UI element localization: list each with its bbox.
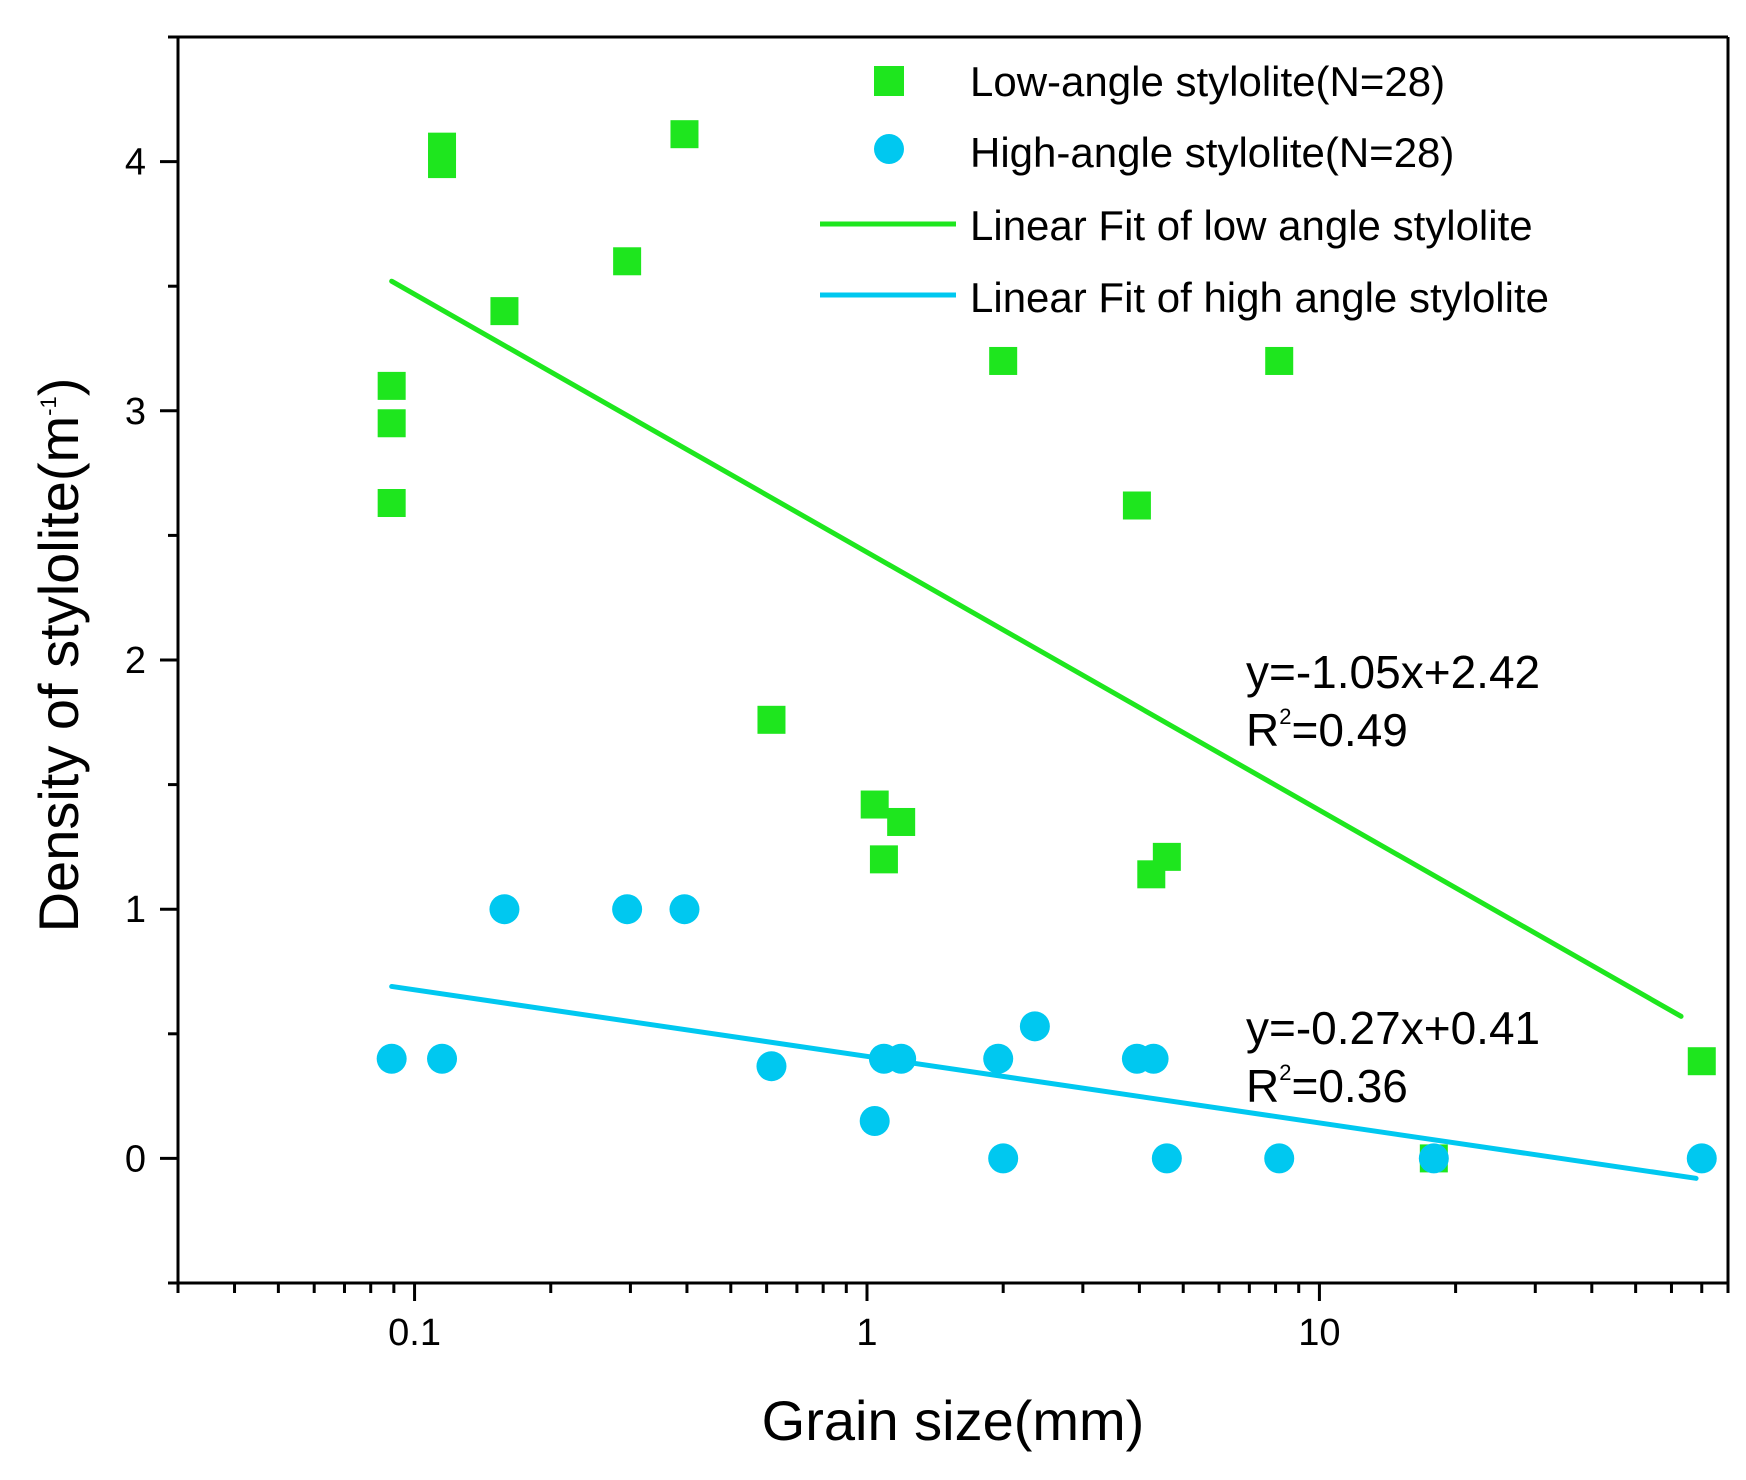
y-axis-title-main: Density of stylolite(m xyxy=(27,416,90,933)
legend-label-high-fit: Linear Fit of high angle stylolite xyxy=(970,274,1549,321)
low-angle-point xyxy=(490,297,519,326)
high-angle-point xyxy=(886,1043,917,1074)
high-angle-point xyxy=(983,1043,1014,1074)
y-tick-label: 0 xyxy=(125,1138,146,1180)
low-angle-point xyxy=(1152,842,1181,871)
annotation-high-fit: y=-0.27x+0.41 R2=0.36 xyxy=(1246,1002,1540,1112)
low-angle-point xyxy=(613,247,642,276)
r2-high-value: =0.36 xyxy=(1291,1060,1407,1112)
high-angle-point xyxy=(1686,1143,1717,1174)
low-angle-point xyxy=(377,409,406,438)
y-axis-title-sup: -1 xyxy=(36,396,61,416)
low-angle-point xyxy=(1122,491,1151,520)
high-angle-point xyxy=(1138,1043,1169,1074)
r2-high-prefix: R xyxy=(1246,1060,1279,1112)
low-angle-point xyxy=(757,705,786,734)
x-tick-label: 10 xyxy=(1298,1312,1340,1354)
high-angle-point xyxy=(1151,1143,1182,1174)
low-angle-point xyxy=(377,489,406,518)
high-angle-point xyxy=(859,1106,890,1137)
high-angle-point xyxy=(427,1043,458,1074)
low-angle-point xyxy=(670,120,699,149)
high-angle-point xyxy=(1418,1143,1449,1174)
low-angle-point xyxy=(1687,1047,1716,1076)
r2-low-sup: 2 xyxy=(1279,704,1291,729)
legend-square-marker xyxy=(874,66,904,96)
low-angle-point xyxy=(1265,346,1294,375)
y-axis-title-close: ) xyxy=(27,378,90,397)
low-angle-point xyxy=(860,790,889,819)
legend-label-low-fit: Linear Fit of low angle stylolite xyxy=(970,202,1533,249)
low-angle-point xyxy=(377,371,406,400)
fit-line-high-angle xyxy=(389,983,1699,1181)
data-markers xyxy=(376,120,1717,1174)
low-angle-point xyxy=(428,150,457,179)
plot-frame xyxy=(176,35,1730,1285)
high-angle-point xyxy=(489,894,520,925)
high-angle-point xyxy=(988,1143,1019,1174)
r2-low-fit: R2=0.49 xyxy=(1246,704,1408,756)
y-axis-title: Density of stylolite(m-1) xyxy=(27,378,90,933)
high-angle-point xyxy=(756,1051,787,1082)
legend: Low-angle stylolite(N=28) High-angle sty… xyxy=(820,58,1549,321)
low-angle-point xyxy=(887,807,916,836)
high-angle-point xyxy=(376,1043,407,1074)
high-angle-point xyxy=(1019,1011,1050,1042)
r2-high-fit: R2=0.36 xyxy=(1246,1060,1408,1112)
r2-high-sup: 2 xyxy=(1279,1060,1291,1085)
high-angle-point xyxy=(669,894,700,925)
equation-low-fit: y=-1.05x+2.42 xyxy=(1246,646,1540,698)
y-tick-label: 1 xyxy=(125,889,146,931)
low-angle-point xyxy=(989,346,1018,375)
r2-low-value: =0.49 xyxy=(1291,704,1407,756)
legend-label-low-angle: Low-angle stylolite(N=28) xyxy=(970,58,1445,105)
fit-line-low-angle xyxy=(389,278,1684,1019)
x-axis-title: Grain size(mm) xyxy=(762,1389,1145,1452)
legend-label-high-angle: High-angle stylolite(N=28) xyxy=(970,129,1454,176)
x-tick-label: 1 xyxy=(856,1312,877,1354)
x-tick-label: 0.1 xyxy=(388,1312,441,1354)
y-tick-label: 3 xyxy=(125,391,146,433)
y-tick-label: 2 xyxy=(125,640,146,682)
x-ticks: 0.1 1 10 xyxy=(176,1283,1730,1354)
legend-circle-marker xyxy=(874,134,904,164)
y-ticks: 0 1 2 3 4 xyxy=(125,35,178,1285)
annotation-low-fit: y=-1.05x+2.42 R2=0.49 xyxy=(1246,646,1540,756)
high-angle-point xyxy=(1264,1143,1295,1174)
low-angle-point xyxy=(869,845,898,874)
y-tick-label: 4 xyxy=(125,142,146,184)
fit-lines xyxy=(389,278,1699,1181)
equation-high-fit: y=-0.27x+0.41 xyxy=(1246,1002,1540,1054)
high-angle-point xyxy=(612,894,643,925)
r2-low-prefix: R xyxy=(1246,704,1279,756)
